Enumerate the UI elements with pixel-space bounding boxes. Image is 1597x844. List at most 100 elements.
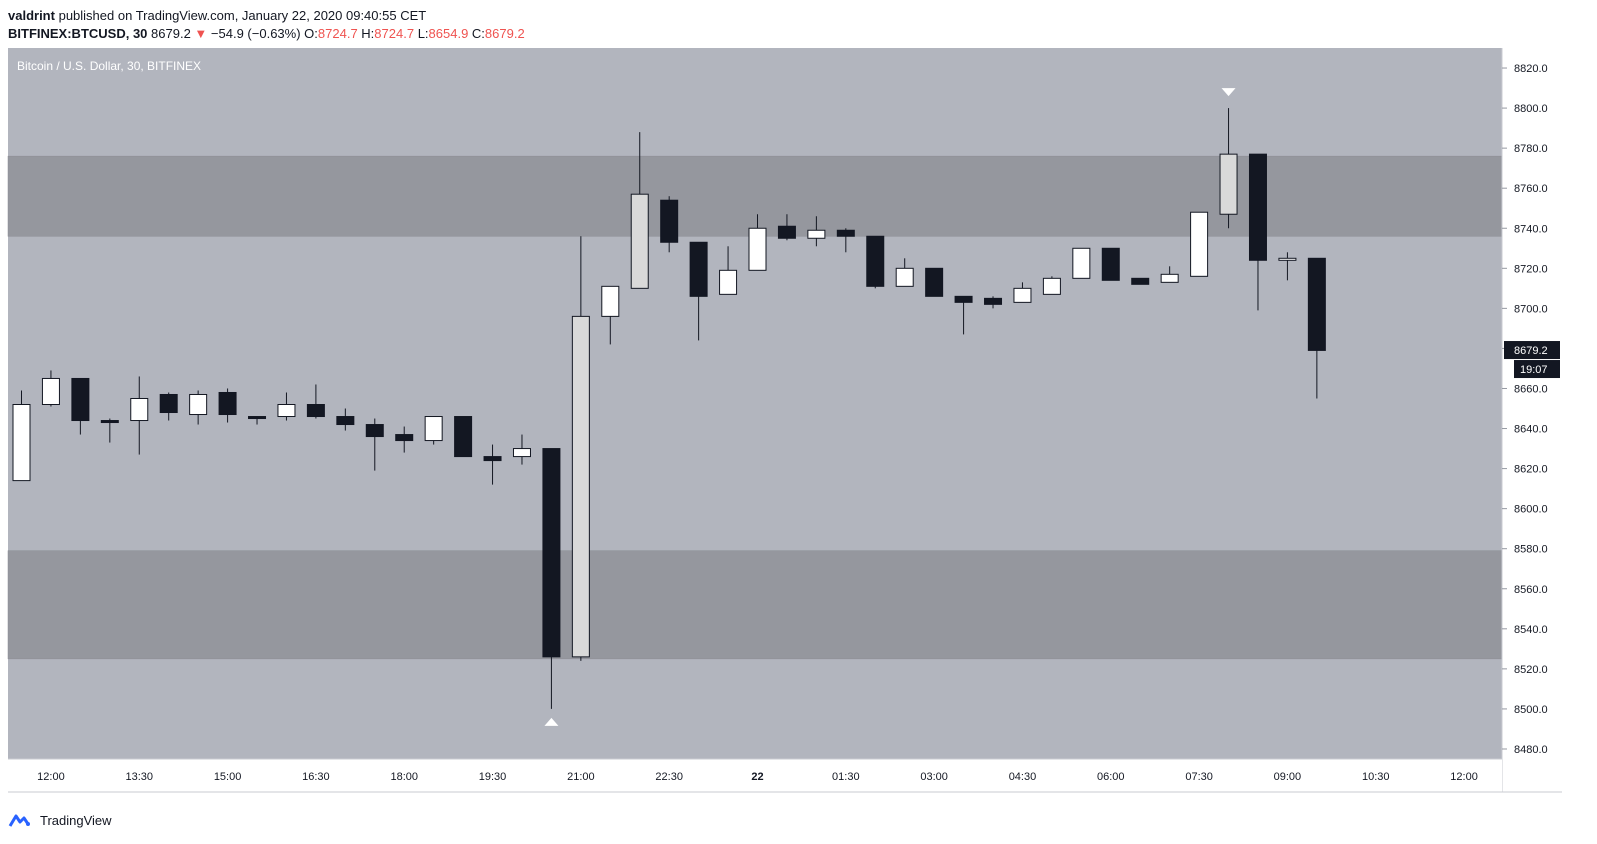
markers-layer: [544, 88, 1236, 726]
candle-24[interactable]: [719, 246, 738, 295]
candle-21[interactable]: [630, 132, 649, 289]
candle-33[interactable]: [984, 296, 1003, 309]
candle-body-4: [130, 397, 149, 422]
candle-5[interactable]: [159, 392, 178, 421]
time-tick-13: 07:30: [1185, 771, 1213, 783]
candle-30[interactable]: [895, 258, 914, 287]
candle-1[interactable]: [41, 370, 60, 407]
candle-body-8: [248, 416, 267, 420]
candle-26[interactable]: [777, 214, 796, 241]
candle-41[interactable]: [1219, 108, 1238, 229]
time-axis-labels: 12:00 13:30 15:00 16:30 18:00 19:30 21:00 22:30…: [8, 758, 1562, 793]
down-arrow-icon: ▼: [194, 26, 208, 41]
zone-1[interactable]: [7, 550, 1503, 660]
candle-42[interactable]: [1248, 153, 1267, 311]
time-tick-2: 15:00: [214, 771, 242, 783]
candle-body-42: [1248, 153, 1267, 261]
time-tick-1: 13:30: [125, 771, 153, 783]
candle-9[interactable]: [277, 392, 296, 421]
candle-22[interactable]: [660, 196, 679, 253]
candle-34[interactable]: [1013, 282, 1032, 303]
candle-12[interactable]: [365, 418, 384, 471]
candle-body-12: [365, 424, 384, 438]
candle-23[interactable]: [689, 241, 708, 341]
price-tick-6: 8700.0: [1514, 303, 1548, 315]
price-tick-4: 8740.0: [1514, 223, 1548, 235]
candle-43[interactable]: [1278, 252, 1297, 281]
candle-3[interactable]: [100, 418, 119, 443]
open-label: O:: [304, 26, 318, 41]
candle-6[interactable]: [189, 390, 208, 425]
tradingview-logo-icon: [8, 814, 30, 827]
candle-39[interactable]: [1160, 266, 1179, 283]
candle-7[interactable]: [218, 388, 237, 423]
candle-body-7: [218, 391, 237, 416]
change-value: −54.9 (−0.63%): [210, 26, 301, 41]
candle-body-28: [836, 229, 855, 237]
candle-11[interactable]: [336, 408, 355, 431]
candle-body-13: [395, 434, 414, 442]
candle-body-38: [1131, 277, 1150, 285]
candle-13[interactable]: [395, 426, 414, 453]
candle-body-37: [1101, 247, 1120, 281]
candle-25[interactable]: [748, 214, 767, 271]
candle-14[interactable]: [424, 416, 443, 445]
price-axis-labels: 8820.0 8800.0 8780.0 8760.0 8740.0 8720.0 8700…: [1501, 48, 1548, 792]
candle-44[interactable]: [1307, 257, 1326, 399]
candle-body-44: [1307, 257, 1326, 351]
candle-32[interactable]: [954, 295, 973, 335]
candle-body-34: [1013, 287, 1032, 303]
candle-0[interactable]: [12, 390, 31, 482]
candle-29[interactable]: [866, 235, 885, 289]
candle-15[interactable]: [454, 416, 473, 458]
low-value: 8654.9: [428, 26, 469, 41]
candle-body-3: [100, 420, 119, 424]
candle-body-5: [159, 393, 178, 414]
candle-20[interactable]: [601, 285, 620, 345]
publish-info: valdrint published on TradingView.com, J…: [8, 8, 426, 23]
candle-17[interactable]: [512, 434, 531, 465]
price-axis[interactable]: [1502, 48, 1562, 759]
author-name[interactable]: valdrint: [8, 8, 55, 23]
tradingview-footer[interactable]: TradingView: [8, 812, 112, 828]
time-tick-9: 01:30: [832, 771, 860, 783]
price-tick-0: 8820.0: [1514, 63, 1548, 75]
candle-10[interactable]: [306, 384, 325, 419]
candle-31[interactable]: [925, 267, 944, 297]
candle-body-29: [866, 235, 885, 287]
candle-40[interactable]: [1190, 211, 1209, 277]
price-tick-15: 8520.0: [1514, 664, 1548, 676]
countdown-badge: [1514, 360, 1560, 379]
candle-36[interactable]: [1072, 247, 1091, 279]
symbol-label[interactable]: BITFINEX:BTCUSD, 30: [8, 26, 148, 41]
candle-4[interactable]: [130, 376, 149, 455]
price-tick-12: 8580.0: [1514, 544, 1548, 556]
close-label: C:: [471, 26, 485, 41]
candle-38[interactable]: [1131, 277, 1150, 285]
candle-body-21: [630, 193, 649, 289]
ohlc-legend: BITFINEX:BTCUSD, 30 8679.2 ▼ −54.9 (−0.6…: [8, 26, 525, 41]
candle-2[interactable]: [71, 377, 90, 435]
candle-28[interactable]: [836, 228, 855, 253]
candle-body-24: [719, 269, 738, 295]
price-tick-8: 8660.0: [1514, 383, 1548, 395]
time-tick-3: 16:30: [302, 771, 330, 783]
price-tick-3: 8760.0: [1514, 183, 1548, 195]
candle-27[interactable]: [807, 216, 826, 247]
time-tick-6: 21:00: [567, 771, 595, 783]
tradingview-brand: TradingView: [40, 812, 112, 828]
candle-19[interactable]: [571, 236, 590, 661]
price-tick-17: 8480.0: [1514, 744, 1548, 756]
price-tick-13: 8560.0: [1514, 584, 1548, 596]
candle-16[interactable]: [483, 444, 502, 485]
time-tick-8: 22: [751, 771, 763, 783]
time-axis[interactable]: [8, 759, 1502, 792]
candle-body-40: [1190, 211, 1209, 277]
candle-37[interactable]: [1101, 247, 1120, 281]
candle-8[interactable]: [248, 416, 267, 425]
candle-35[interactable]: [1042, 276, 1061, 295]
candle-18[interactable]: [542, 448, 561, 709]
candle-body-36: [1072, 247, 1091, 279]
zone-0[interactable]: [7, 155, 1503, 237]
